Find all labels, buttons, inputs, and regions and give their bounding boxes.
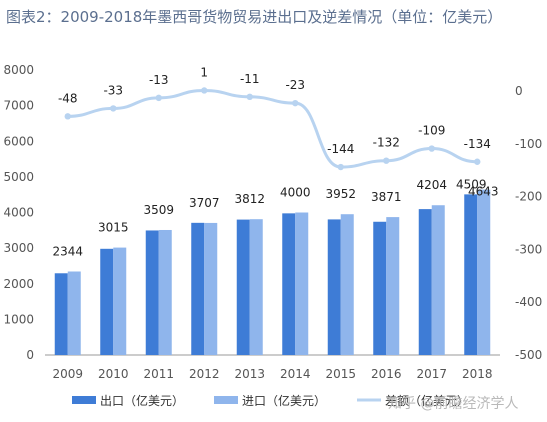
balance-point	[64, 113, 71, 120]
x-tick-label: 2015	[325, 367, 356, 381]
chart-title: 图表2：2009-2018年墨西哥货物贸易进出口及逆差情况（单位：亿美元）	[6, 8, 503, 26]
balance-point	[292, 99, 299, 107]
balance-value-label: -13	[149, 73, 169, 87]
import-bar	[431, 205, 445, 355]
import-bar	[386, 217, 400, 355]
y-right-tick-label: -300	[515, 242, 542, 256]
import-value-label: 3707	[189, 196, 220, 210]
import-value-label: 3812	[234, 192, 265, 206]
balance-point	[110, 105, 117, 112]
x-tick-label: 2010	[98, 367, 129, 381]
legend-import-swatch	[214, 396, 238, 404]
x-tick-label: 2011	[143, 367, 174, 381]
x-tick-label: 2012	[189, 367, 220, 381]
balance-value-label: 1	[200, 65, 208, 79]
x-tick-label: 2016	[371, 367, 402, 381]
balance-value-label: -134	[464, 137, 491, 151]
export-bar	[373, 221, 387, 355]
import-value-label: 3871	[371, 190, 402, 204]
import-bar	[340, 214, 354, 355]
x-tick-label: 2009	[52, 367, 83, 381]
import-value-label: 4204	[416, 178, 447, 192]
balance-value-label: -132	[373, 136, 400, 150]
balance-point	[337, 163, 344, 171]
x-tick-label: 2013	[234, 367, 265, 381]
y-left-tick-label: 8000	[3, 63, 34, 77]
import-value-label: 3509	[143, 203, 174, 217]
export-value-label: 4509	[456, 177, 487, 191]
watermark-text: 知乎 @前瞻经济学人	[388, 395, 518, 412]
x-tick-label: 2018	[462, 367, 493, 381]
legend-export-swatch	[72, 396, 96, 404]
import-bar	[295, 212, 309, 355]
balance-value-label: -144	[327, 142, 354, 156]
y-right-tick-label: -500	[515, 348, 542, 362]
export-bar	[100, 248, 114, 355]
y-right-tick-label: -400	[515, 295, 542, 309]
export-bar	[145, 230, 159, 355]
y-left-tick-label: 3000	[3, 241, 34, 255]
legend-import-label: 进口（亿美元）	[242, 393, 326, 408]
legend-export-label: 出口（亿美元）	[100, 393, 184, 408]
legend-balance-label: 差额（亿美元）	[385, 393, 469, 408]
export-bar	[464, 194, 478, 355]
import-bar	[67, 271, 81, 355]
y-left-tick-label: 6000	[3, 134, 34, 148]
y-left-tick-label: 4000	[3, 206, 34, 220]
balance-point	[201, 87, 208, 94]
balance-point	[428, 145, 435, 152]
import-value-label: 2344	[52, 244, 83, 258]
export-bar	[282, 213, 296, 355]
balance-point	[246, 93, 253, 101]
y-left-tick-label: 0	[26, 348, 34, 362]
import-bar	[249, 219, 263, 355]
y-right-tick-label: -200	[515, 190, 542, 204]
import-bar	[477, 189, 491, 355]
y-left-tick-label: 2000	[3, 277, 34, 291]
import-bar	[204, 222, 218, 355]
balance-value-label: -109	[418, 124, 445, 138]
balance-point	[474, 158, 481, 165]
import-value-label: 4000	[280, 186, 311, 200]
import-bar	[158, 229, 172, 355]
y-left-tick-label: 5000	[3, 170, 34, 184]
x-tick-label: 2014	[280, 367, 311, 381]
export-bar	[54, 273, 68, 355]
import-value-label: 3015	[98, 221, 129, 235]
balance-line	[67, 88, 478, 169]
import-value-label: 3952	[325, 187, 356, 201]
import-bar	[113, 247, 127, 355]
balance-point	[383, 157, 390, 164]
import-value-label: 4643	[468, 185, 499, 199]
x-tick-label: 2017	[416, 367, 447, 381]
export-bar	[191, 222, 205, 355]
export-bar	[327, 219, 341, 355]
y-left-tick-label: 7000	[3, 99, 34, 113]
balance-point	[155, 94, 162, 102]
balance-value-label: -48	[58, 91, 78, 105]
y-right-tick-label: -100	[515, 137, 542, 151]
export-bar	[418, 209, 432, 355]
y-right-tick-label: 0	[515, 84, 523, 98]
balance-value-label: -11	[240, 72, 260, 86]
balance-value-label: -33	[103, 83, 123, 97]
export-bar	[236, 219, 250, 355]
balance-value-label: -23	[285, 78, 305, 92]
y-left-tick-label: 1000	[3, 312, 34, 326]
